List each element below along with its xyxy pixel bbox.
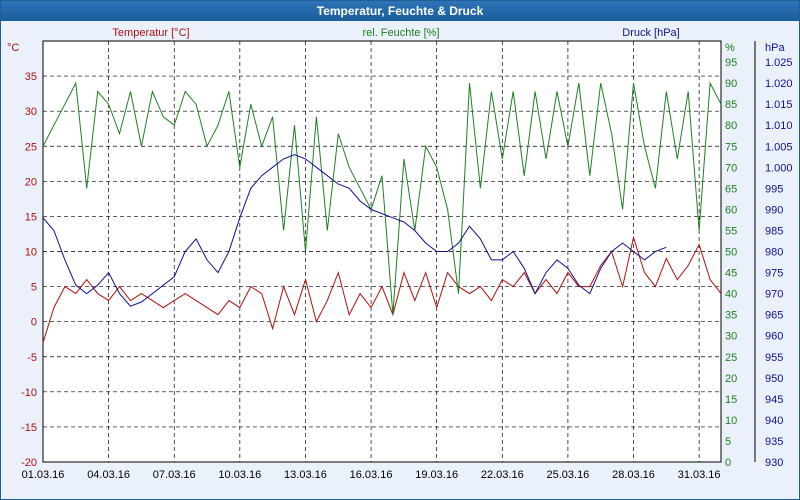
series-line-right — [42, 154, 667, 307]
y-right-tick-label: 995 — [765, 183, 783, 195]
x-tick-label: 13.03.16 — [284, 469, 327, 481]
series-line-left — [42, 235, 722, 343]
y-right-tick-label: 1.015 — [765, 99, 793, 111]
x-tick-label: 25.03.16 — [546, 469, 589, 481]
series-line-middle — [42, 81, 722, 315]
y-right-tick-label: 935 — [765, 436, 783, 448]
y-right-tick-label: 955 — [765, 352, 783, 364]
y-middle-tick-label: 55 — [725, 225, 737, 237]
y-middle-tick-label: 95 — [725, 57, 737, 69]
y-right-tick-label: 975 — [765, 268, 783, 280]
y-middle-tick-label: 60 — [725, 204, 737, 216]
y-middle-tick-label: 75 — [725, 141, 737, 153]
axis-title-right: Druck [hPa] — [622, 27, 679, 39]
y-middle-tick-label: 85 — [725, 99, 737, 111]
y-right-unit: hPa — [765, 42, 785, 54]
y-right-tick-label: 1.000 — [765, 162, 793, 174]
chart: 01.03.16 04.03.16 07.03.16 10.03.16 13.03.16… — [7, 27, 793, 481]
y-right-tick-label: 1.025 — [765, 57, 793, 69]
y-right-tick-label: 940 — [765, 415, 783, 427]
y-middle-tick-label: 0 — [725, 457, 731, 469]
y-right-tick-label: 1.005 — [765, 141, 793, 153]
y-left-tick-label: 0 — [31, 317, 37, 329]
y-middle-tick-label: 5 — [725, 436, 731, 448]
x-tick-label: 01.03.16 — [22, 469, 65, 481]
y-left-tick-label: -10 — [21, 387, 37, 399]
x-tick-label: 16.03.16 — [350, 469, 393, 481]
y-left-unit: °C — [7, 42, 19, 54]
y-right-tick-label: 960 — [765, 331, 783, 343]
y-left-tick-label: -20 — [21, 457, 37, 469]
y-left-tick-label: 30 — [25, 106, 37, 118]
x-tick-label: 28.03.16 — [612, 469, 655, 481]
y-left-tick-label: 10 — [25, 247, 37, 259]
y-left-tick-label: 35 — [25, 71, 37, 83]
y-right-tick-label: 965 — [765, 310, 783, 322]
y-left-tick-label: 20 — [25, 176, 37, 188]
axis-title-left: Temperatur [°C] — [112, 27, 189, 39]
y-right-tick-label: 1.010 — [765, 120, 793, 132]
y-middle-unit: % — [725, 42, 735, 54]
y-left-tick-label: -15 — [21, 422, 37, 434]
y-left-tick-label: 15 — [25, 211, 37, 223]
y-right-tick-label: 930 — [765, 457, 783, 469]
y-middle-tick-label: 10 — [725, 415, 737, 427]
x-tick-label: 19.03.16 — [415, 469, 458, 481]
y-right-tick-label: 950 — [765, 373, 783, 385]
x-tick-label: 22.03.16 — [481, 469, 524, 481]
y-middle-tick-label: 70 — [725, 162, 737, 174]
y-middle-tick-label: 50 — [725, 247, 737, 259]
x-tick-label: 04.03.16 — [87, 469, 130, 481]
y-middle-tick-label: 80 — [725, 120, 737, 132]
y-middle-tick-label: 25 — [725, 352, 737, 364]
y-middle-tick-label: 35 — [725, 310, 737, 322]
x-tick-label: 10.03.16 — [218, 469, 261, 481]
x-tick-label: 07.03.16 — [153, 469, 196, 481]
y-middle-tick-label: 65 — [725, 183, 737, 195]
y-right-tick-label: 980 — [765, 247, 783, 259]
y-right-tick-label: 985 — [765, 225, 783, 237]
x-tick-label: 31.03.16 — [678, 469, 721, 481]
axis-title-middle: rel. Feuchte [%] — [362, 27, 439, 39]
window-title: Temperatur, Feuchte & Druck — [1, 1, 799, 21]
y-right-tick-label: 945 — [765, 394, 783, 406]
y-right-tick-label: 1.020 — [765, 78, 793, 90]
y-middle-tick-label: 20 — [725, 373, 737, 385]
y-right-tick-label: 990 — [765, 204, 783, 216]
y-middle-tick-label: 90 — [725, 78, 737, 90]
y-middle-tick-label: 30 — [725, 331, 737, 343]
y-middle-tick-label: 15 — [725, 394, 737, 406]
y-left-tick-label: 5 — [31, 282, 37, 294]
y-middle-tick-label: 40 — [725, 289, 737, 301]
y-left-tick-label: 25 — [25, 141, 37, 153]
y-middle-tick-label: 45 — [725, 268, 737, 280]
y-right-tick-label: 970 — [765, 289, 783, 301]
y-left-tick-label: -5 — [27, 352, 37, 364]
